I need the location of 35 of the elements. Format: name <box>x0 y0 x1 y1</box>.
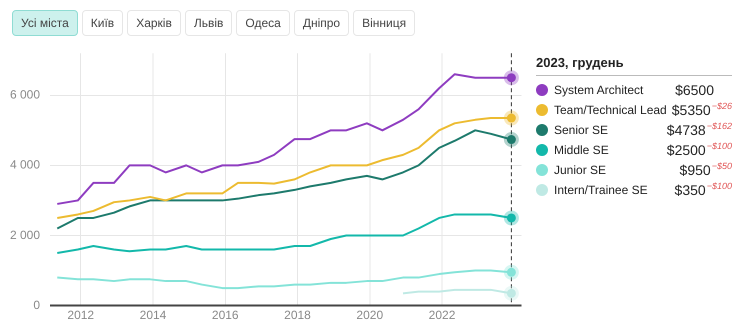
y-tick-label: 0 <box>33 298 40 312</box>
x-tick-label: 2018 <box>284 308 312 322</box>
text: −$100 <box>706 181 732 191</box>
x-tick-label: 2020 <box>356 308 384 322</box>
legend-label: System Architect <box>554 83 644 97</box>
text: −$50 <box>712 161 732 171</box>
text: $6500 <box>674 82 714 98</box>
legend-title: 2023, грудень <box>536 55 732 76</box>
x-tick-label: 2022 <box>428 308 456 322</box>
text: Усі міста <box>12 10 78 36</box>
text: Одеса <box>236 10 290 36</box>
y-tick-label: 4 000 <box>10 158 40 172</box>
legend-label: Middle SE <box>554 143 610 157</box>
y-tick-label: 2 000 <box>10 228 40 242</box>
x-tick-label: 2012 <box>67 308 94 322</box>
text: $5350 <box>672 102 711 118</box>
text: $2500 <box>666 142 706 158</box>
text: Львів <box>184 10 232 36</box>
legend-label: Team/Technical Lead <box>554 103 668 117</box>
x-tick-label: 2016 <box>212 308 239 322</box>
text: Дніпро <box>294 10 350 36</box>
text: Київ <box>82 10 124 36</box>
text: −$26 <box>712 101 732 111</box>
text: −$162 <box>706 121 732 131</box>
text: Вінниця <box>353 10 416 36</box>
text: −$100 <box>706 141 732 151</box>
text: $4738 <box>666 122 706 138</box>
legend-label: Senior SE <box>554 123 610 137</box>
text: Харків <box>127 10 181 36</box>
y-tick-label: 6 000 <box>10 88 40 102</box>
legend-label: Junior SE <box>554 163 608 177</box>
text: $350 <box>674 182 706 198</box>
text: $950 <box>678 162 711 178</box>
legend-label: Intern/Trainee SE <box>554 183 649 197</box>
x-tick-label: 2014 <box>140 308 167 322</box>
